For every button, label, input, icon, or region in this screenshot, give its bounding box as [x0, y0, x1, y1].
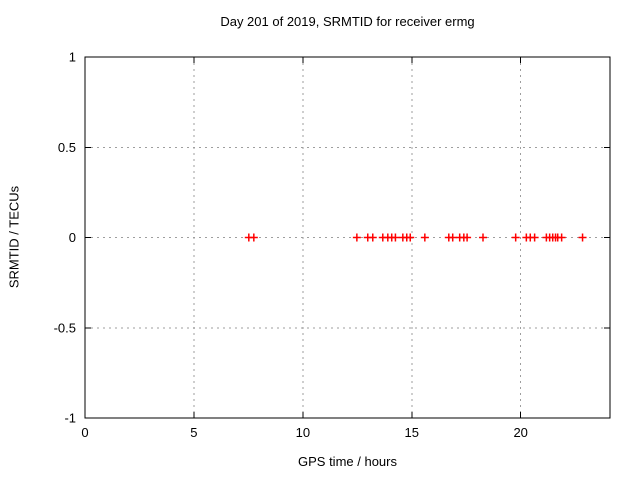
y-tick-label: 0.5	[58, 140, 76, 155]
chart-title: Day 201 of 2019, SRMTID for receiver erm…	[220, 14, 475, 29]
x-tick-label: 20	[513, 425, 527, 440]
y-tick-label: -0.5	[54, 320, 76, 335]
data-point-marker	[557, 233, 566, 242]
data-point-marker	[578, 233, 587, 242]
data-point-marker	[391, 233, 400, 242]
y-tick-label: 0	[69, 230, 76, 245]
x-tick-label: 10	[296, 425, 310, 440]
y-tick-label: -1	[64, 411, 76, 426]
y-tick-label: 1	[69, 50, 76, 65]
x-tick-label: 0	[81, 425, 88, 440]
data-point-marker	[352, 233, 361, 242]
plot-border	[84, 56, 611, 419]
data-point-marker	[530, 233, 539, 242]
x-tick-label: 5	[190, 425, 197, 440]
data-point-marker	[406, 233, 415, 242]
data-point-marker	[463, 233, 472, 242]
data-point-marker	[511, 233, 520, 242]
data-point-marker	[448, 233, 457, 242]
data-point-marker	[368, 233, 377, 242]
data-point-marker	[478, 233, 487, 242]
data-point-marker	[249, 233, 258, 242]
x-axis-label: GPS time / hours	[298, 454, 397, 469]
x-tick-label: 15	[405, 425, 419, 440]
data-point-marker	[420, 233, 429, 242]
